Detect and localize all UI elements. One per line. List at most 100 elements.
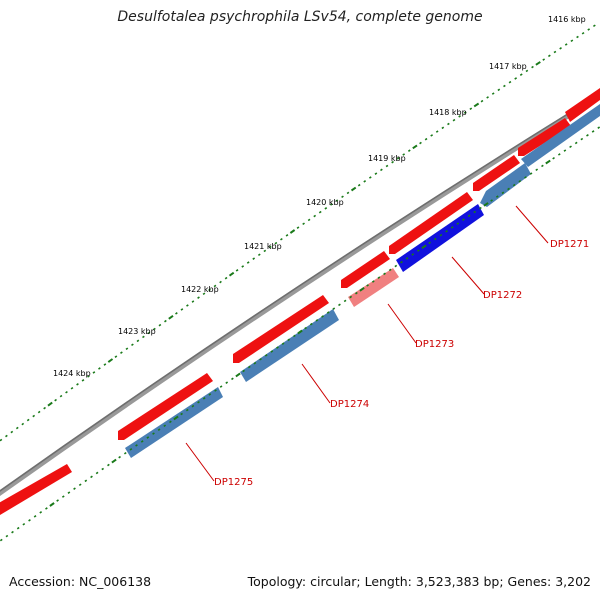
- minor-tick: [39, 511, 43, 514]
- minor-tick: [175, 312, 178, 315]
- major-tick: [421, 244, 427, 250]
- minor-tick: [531, 65, 534, 69]
- minor-tick: [146, 436, 150, 439]
- minor-tick: [37, 410, 41, 414]
- cds-forward[interactable]: [389, 192, 473, 254]
- minor-tick: [452, 118, 456, 122]
- cds-reverse[interactable]: [125, 387, 223, 458]
- minor-tick: [202, 397, 206, 400]
- gene-label-dp1271[interactable]: DP1271: [550, 239, 589, 250]
- major-tick: [47, 401, 53, 407]
- minor-tick: [118, 455, 121, 459]
- minor-tick: [553, 50, 557, 54]
- scale-label-1424: 1424 kbp: [53, 369, 91, 378]
- gene-label-dp1275[interactable]: DP1275: [214, 477, 253, 488]
- minor-tick: [592, 24, 596, 28]
- minor-tick: [467, 214, 471, 218]
- minor-tick: [581, 31, 585, 35]
- minor-tick: [197, 400, 200, 404]
- minor-tick: [214, 389, 217, 392]
- major-tick: [173, 415, 179, 421]
- minor-tick: [491, 92, 495, 95]
- major-tick: [107, 358, 114, 363]
- gene-label-dp1272[interactable]: DP1272: [483, 290, 522, 301]
- minor-tick: [439, 233, 443, 237]
- minor-tick: [535, 168, 539, 172]
- cds-reverse[interactable]: [480, 163, 531, 207]
- cds-reverse[interactable]: [240, 309, 339, 382]
- scale-label-1416: 1416 kbp: [548, 15, 586, 24]
- major-tick: [473, 102, 480, 108]
- major-tick: [49, 502, 55, 507]
- minor-tick: [276, 346, 279, 349]
- minor-tick: [67, 491, 71, 494]
- minor-tick: [296, 226, 300, 229]
- minor-tick: [428, 241, 431, 245]
- minor-tick: [450, 226, 454, 229]
- minor-tick: [445, 230, 448, 233]
- minor-tick: [76, 383, 79, 386]
- minor-tick: [326, 311, 330, 314]
- minor-tick: [371, 280, 375, 283]
- minor-tick: [341, 195, 344, 199]
- minor-tick: [456, 222, 460, 225]
- minor-tick: [542, 58, 546, 61]
- minor-tick: [529, 172, 533, 175]
- minor-tick: [525, 69, 529, 73]
- minor-tick: [247, 365, 251, 369]
- minor-tick: [157, 428, 161, 431]
- gene-label-leaders: [185, 205, 549, 482]
- minor-tick: [335, 199, 339, 202]
- gene-label-dp1273[interactable]: DP1273: [415, 339, 454, 350]
- minor-tick: [202, 292, 206, 296]
- minor-tick: [270, 350, 274, 353]
- minor-tick: [185, 408, 189, 412]
- minor-tick: [163, 424, 167, 428]
- cds-forward[interactable]: [118, 373, 213, 440]
- minor-tick: [380, 168, 383, 172]
- minor-tick: [563, 149, 567, 152]
- minor-tick: [142, 335, 145, 339]
- minor-tick: [281, 342, 285, 345]
- minor-tick: [480, 99, 484, 103]
- cds-reverse-highlight[interactable]: [396, 204, 484, 272]
- minor-tick: [0, 538, 3, 542]
- minor-tick: [11, 530, 14, 534]
- cds-forward[interactable]: [565, 88, 600, 122]
- cds-forward[interactable]: [233, 295, 329, 363]
- minor-tick: [242, 369, 245, 373]
- minor-tick: [98, 367, 101, 370]
- minor-tick: [586, 134, 589, 137]
- minor-tick: [252, 257, 256, 260]
- cds-forward[interactable]: [473, 155, 520, 191]
- minor-tick: [56, 499, 59, 502]
- minor-tick: [419, 141, 422, 145]
- minor-tick: [81, 379, 85, 382]
- minor-tick: [235, 269, 239, 272]
- cds-forward[interactable]: [0, 464, 72, 518]
- minor-tick: [147, 331, 151, 335]
- cds-forward[interactable]: [518, 118, 571, 156]
- cds-reverse[interactable]: [521, 104, 600, 167]
- minor-tick: [15, 426, 19, 430]
- minor-tick: [355, 291, 358, 295]
- major-tick: [289, 229, 296, 234]
- minor-tick: [363, 180, 367, 183]
- cds-forward[interactable]: [341, 251, 390, 288]
- scale-labels: 1416 kbp 1417 kbp 1418 kbp 1419 kbp 1420…: [53, 15, 586, 378]
- major-tick: [111, 458, 117, 464]
- minor-tick: [501, 191, 505, 195]
- minor-tick: [114, 355, 118, 358]
- minor-tick: [580, 137, 584, 141]
- minor-tick: [5, 534, 9, 538]
- minor-tick: [135, 444, 138, 447]
- minor-tick: [73, 487, 76, 490]
- minor-tick: [557, 153, 561, 156]
- cds-forward-faded[interactable]: [348, 268, 399, 307]
- minor-tick: [28, 519, 31, 522]
- scale-label-1423: 1423 kbp: [118, 327, 156, 336]
- minor-tick: [559, 47, 562, 50]
- minor-tick: [287, 338, 291, 342]
- gene-label-dp1274[interactable]: DP1274: [330, 399, 369, 410]
